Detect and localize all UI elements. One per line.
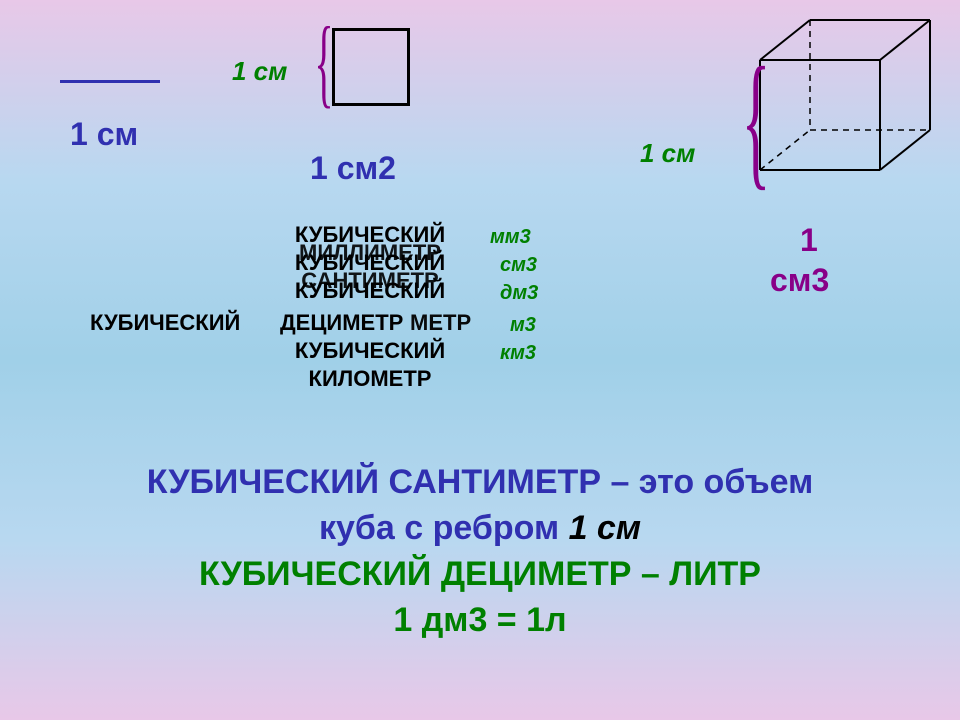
unit-name-bot: САНТИМЕТР — [301, 268, 438, 293]
square-brace: { — [314, 12, 333, 112]
unit-name-bot: МИЛЛИМЕТР — [299, 240, 441, 265]
unit-name-bot: МЕТР — [410, 310, 471, 335]
definition-block: КУБИЧЕСКИЙ САНТИМЕТР – это объем куба с … — [0, 460, 960, 644]
cube-side-label: 1 см — [640, 138, 695, 169]
square-shape — [332, 28, 410, 106]
def-line-2a: куба с ребром — [319, 509, 569, 547]
square-side-label: 1 см — [232, 56, 287, 87]
unit-abbr: мм3 — [490, 226, 531, 249]
cube-volume-label-1: 1 — [800, 222, 818, 259]
unit-abbr: км3 — [500, 342, 536, 365]
unit-name-top: КУБИЧЕСКИЙ — [90, 310, 240, 335]
def-line-1: КУБИЧЕСКИЙ САНТИМЕТР – это объем — [0, 460, 960, 506]
cube-volume-label-2: см3 — [770, 262, 829, 299]
def-line-2b: 1 см — [569, 509, 641, 547]
unit-name-bot: КИЛОМЕТР — [309, 366, 432, 391]
unit-abbr: дм3 — [500, 282, 538, 305]
line-segment — [60, 80, 160, 83]
def-line-4: 1 дм3 = 1л — [0, 598, 960, 644]
unit-abbr: см3 — [500, 254, 537, 277]
cube-shape — [750, 10, 940, 180]
content-layer: 1 см { 1 см 1 см2 { 1 см 1 см3 КУБИЧЕСКИ… — [0, 0, 960, 720]
def-line-3: КУБИЧЕСКИЙ ДЕЦИМЕТР – ЛИТР — [0, 552, 960, 598]
unit-name-bot: ДЕЦИМЕТР — [280, 310, 403, 335]
cube-brace: { — [742, 45, 771, 195]
def-line-2: куба с ребром 1 см — [0, 506, 960, 552]
square-area-label: 1 см2 — [310, 150, 396, 187]
unit-abbr: м3 — [510, 314, 536, 337]
line-segment-label: 1 см — [70, 116, 138, 153]
unit-name-top: КУБИЧЕСКИЙ — [295, 338, 445, 363]
